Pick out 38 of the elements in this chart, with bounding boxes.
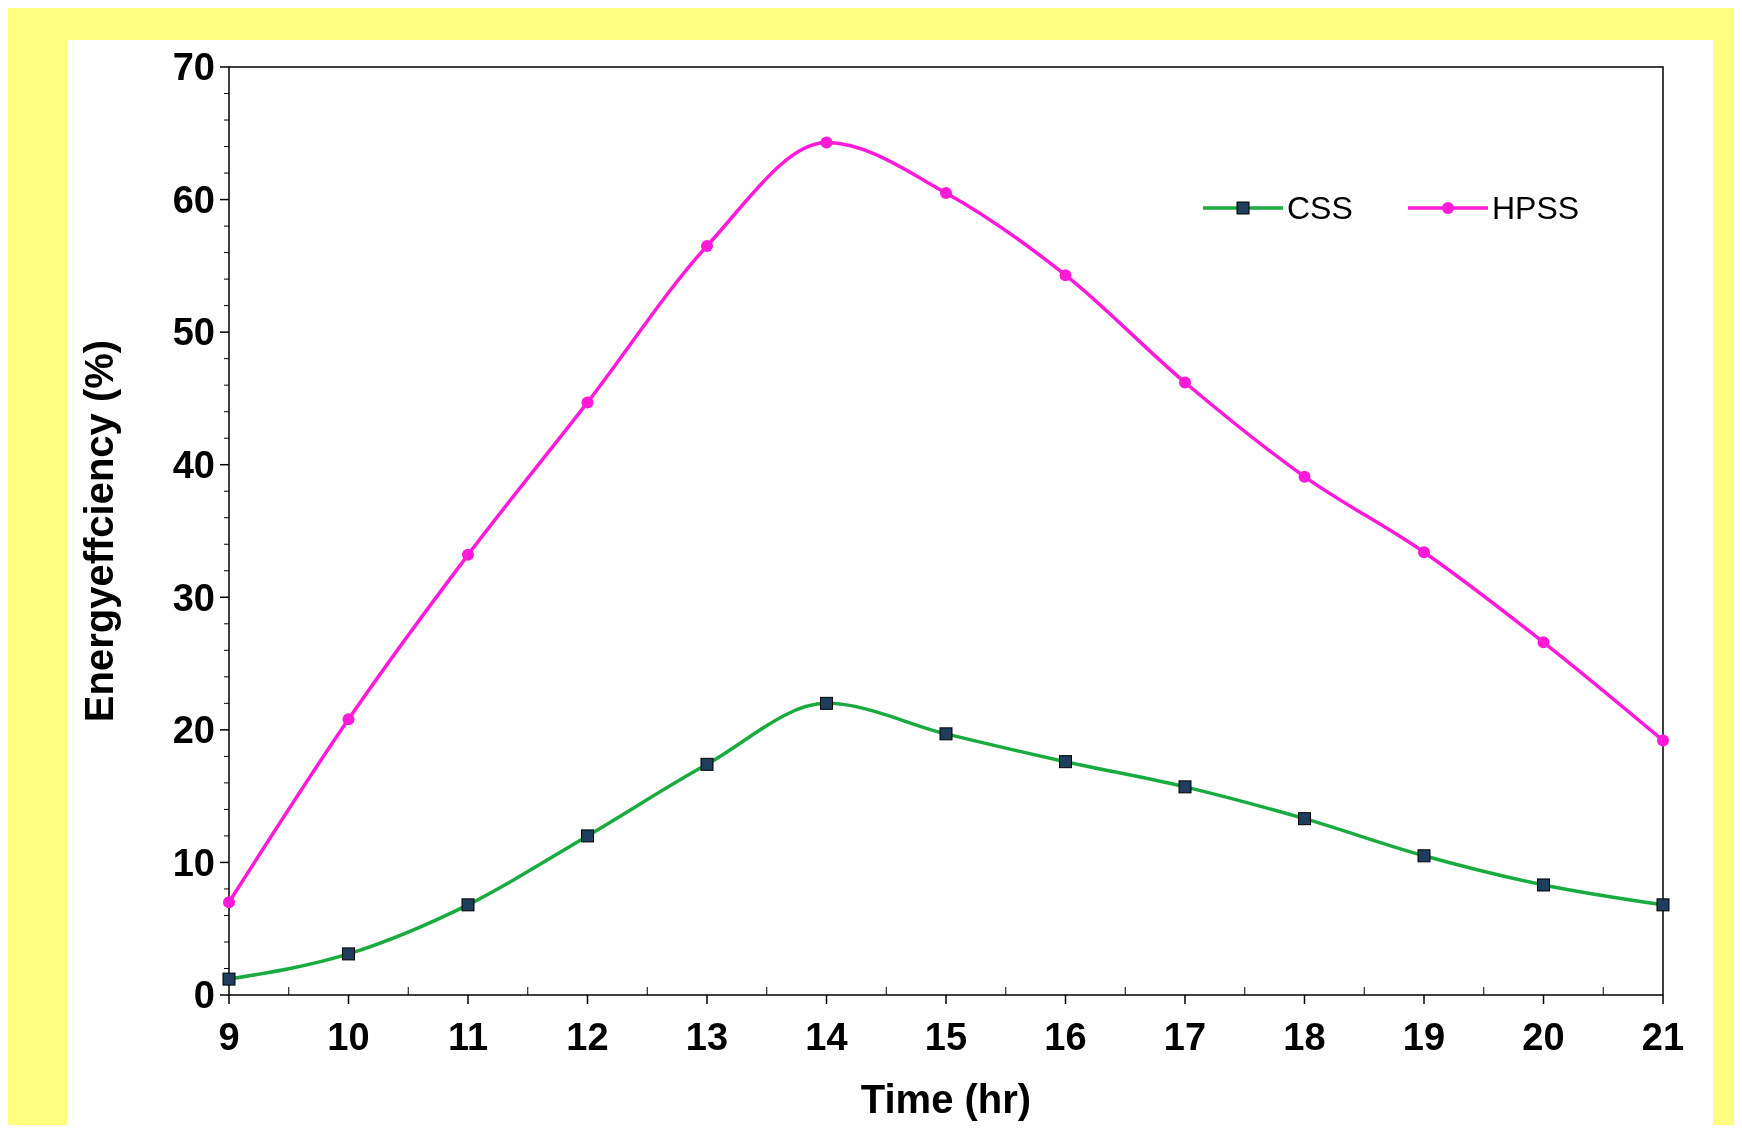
- y-tick-label: 60: [172, 178, 215, 221]
- x-tick-label: 16: [1044, 1016, 1087, 1058]
- point: [342, 713, 355, 726]
- x-tick-label: 21: [1641, 1016, 1685, 1058]
- point: [701, 239, 713, 252]
- point: [1537, 636, 1550, 649]
- point: [581, 396, 594, 409]
- x-tick-label: 19: [1402, 1016, 1446, 1058]
- point: [223, 896, 235, 909]
- y-tick-label: 50: [172, 311, 215, 354]
- x-tick-label: 11: [447, 1016, 489, 1058]
- x-tick-label: 10: [327, 1016, 370, 1058]
- x-tick-label: 15: [924, 1016, 968, 1058]
- point: [1179, 376, 1191, 389]
- point: [1059, 269, 1072, 282]
- x-tick-label: 9: [218, 1016, 240, 1058]
- x-tick-label: 18: [1283, 1016, 1326, 1058]
- x-tick-label: 17: [1163, 1016, 1207, 1058]
- point: [1298, 470, 1311, 483]
- point: [820, 136, 833, 149]
- y-tick-label: 30: [172, 576, 215, 619]
- y-tick-label: 40: [172, 444, 215, 487]
- point: [462, 548, 474, 561]
- y-tick-label: 0: [193, 974, 215, 1017]
- y-tick-label: 20: [172, 709, 215, 752]
- point: [940, 186, 952, 199]
- legend-label: CSS: [1287, 190, 1353, 227]
- legend-label: HPSS: [1492, 190, 1580, 227]
- point: [1657, 734, 1669, 747]
- y-tick-label: 70: [172, 46, 215, 89]
- point: [1418, 546, 1430, 559]
- x-tick-label: 14: [805, 1016, 848, 1058]
- y-axis-title: Energyeffciency (%): [77, 339, 121, 723]
- x-tick-label: 13: [685, 1016, 729, 1058]
- x-tick-label: 12: [566, 1016, 609, 1058]
- x-axis-title: Time (hr): [860, 1077, 1032, 1121]
- x-tick-label: 20: [1522, 1016, 1565, 1058]
- y-tick-label: 10: [172, 841, 215, 884]
